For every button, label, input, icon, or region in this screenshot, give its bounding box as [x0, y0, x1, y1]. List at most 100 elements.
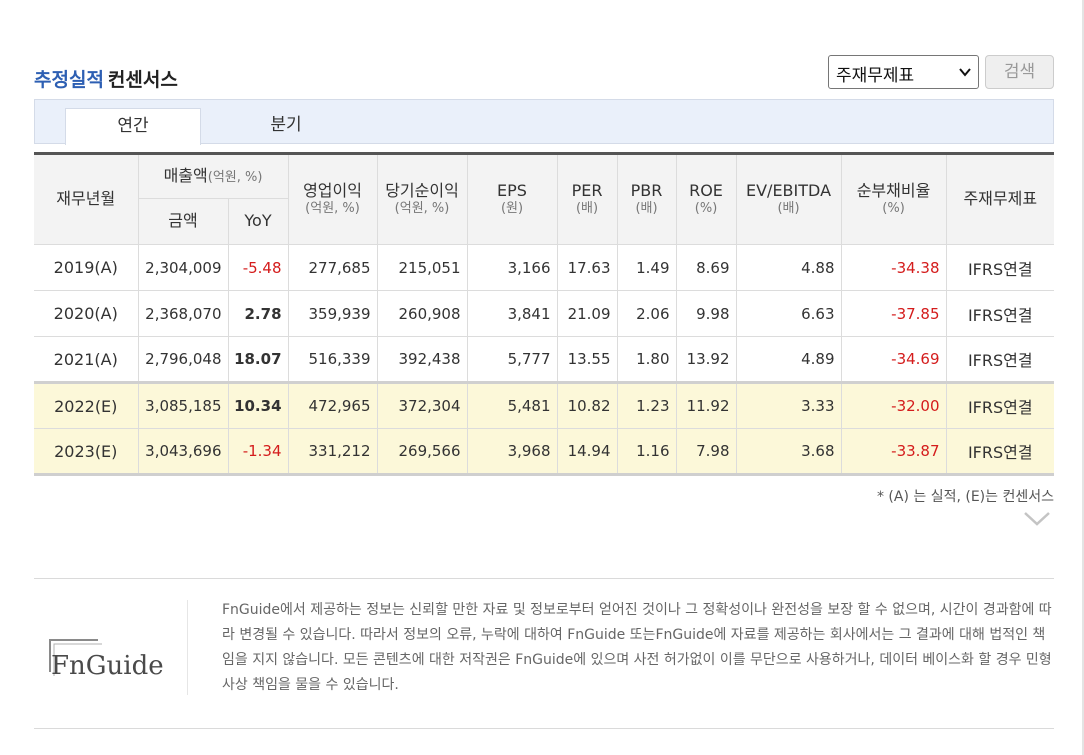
title-highlight: 추정실적	[34, 69, 104, 91]
col-debt-ratio-unit: (%)	[882, 201, 905, 217]
col-pbr-unit: (배)	[635, 201, 658, 217]
statement-type-select[interactable]: 주재무제표	[828, 55, 979, 89]
col-eps: EPS (원)	[466, 153, 558, 245]
cell-yoy: -5.48	[227, 244, 289, 291]
cell-roe: 11.92	[675, 381, 737, 429]
cell-ev: 3.68	[735, 428, 842, 476]
col-per: PER (배)	[556, 153, 618, 245]
col-pbr: PBR (배)	[616, 153, 677, 245]
col-ev-ebitda: EV/EBITDA (배)	[735, 153, 842, 245]
col-net-income-label: 당기순이익	[385, 180, 459, 200]
col-sales: 매출액(억원, %)	[137, 153, 289, 199]
cell-debt: -33.87	[840, 428, 947, 476]
tab-quarterly[interactable]: 분기	[270, 115, 302, 135]
col-ev-ebitda-label: EV/EBITDA	[746, 180, 832, 200]
col-sales-label: 매출액	[163, 166, 208, 186]
section-header: 추정실적 컨센서스 주재무제표 검색	[34, 55, 1054, 91]
col-roe: ROE (%)	[675, 153, 737, 245]
cell-net: 372,304	[376, 381, 468, 429]
cell-roe: 9.98	[675, 290, 737, 337]
cell-op: 331,212	[287, 428, 378, 476]
col-year: 재무년월	[34, 153, 139, 245]
cell-per: 21.09	[556, 290, 618, 337]
title-rest: 컨센서스	[107, 69, 178, 91]
cell-eps: 5,777	[466, 336, 558, 383]
chevron-down-icon[interactable]	[1022, 510, 1052, 528]
cell-yoy: -1.34	[227, 428, 289, 476]
cell-amount: 2,796,048	[137, 336, 229, 383]
cell-op: 516,339	[287, 336, 378, 383]
cell-pbr: 1.23	[616, 381, 677, 429]
table-row: 2021(A) 2,796,048 18.07 516,339 392,438 …	[34, 336, 1055, 383]
col-per-label: PER	[571, 180, 603, 200]
cell-std: IFRS연결	[945, 290, 1055, 337]
footer-divider-bottom	[34, 728, 1054, 729]
cell-op: 359,939	[287, 290, 378, 337]
cell-eps: 3,166	[466, 244, 558, 291]
cell-yoy: 10.34	[227, 381, 289, 429]
cell-net: 392,438	[376, 336, 468, 383]
cell-yoy: 2.78	[227, 290, 289, 337]
cell-std: IFRS연결	[945, 336, 1055, 383]
table-row: 2020(A) 2,368,070 2.78 359,939 260,908 3…	[34, 290, 1055, 337]
col-roe-label: ROE	[689, 180, 723, 200]
col-amount: 금액	[138, 198, 229, 245]
section-title: 추정실적 컨센서스	[34, 65, 178, 92]
cell-eps: 3,968	[466, 428, 558, 476]
cell-eps: 5,481	[466, 381, 558, 429]
cell-roe: 7.98	[675, 428, 737, 476]
cell-pbr: 2.06	[616, 290, 677, 337]
table-row: 2023(E) 3,043,696 -1.34 331,212 269,566 …	[34, 428, 1055, 476]
chevron-down-icon	[959, 68, 971, 77]
col-pbr-label: PBR	[630, 180, 663, 200]
fnguide-logo: FnGuide	[49, 639, 164, 680]
cell-std: IFRS연결	[945, 244, 1055, 291]
col-eps-unit: (원)	[500, 201, 524, 217]
col-per-unit: (배)	[575, 201, 599, 217]
cell-std: IFRS연결	[945, 381, 1055, 429]
cell-pbr: 1.16	[616, 428, 677, 476]
cell-per: 14.94	[556, 428, 618, 476]
cell-pbr: 1.80	[616, 336, 677, 383]
scroll-edge	[1082, 0, 1084, 755]
cell-pbr: 1.49	[616, 244, 677, 291]
cell-amount: 3,085,185	[137, 381, 229, 429]
cell-debt: -32.00	[840, 381, 947, 429]
cell-op: 472,965	[287, 381, 378, 429]
col-op-income-unit: (억원, %)	[305, 201, 360, 217]
cell-net: 260,908	[376, 290, 468, 337]
cell-year: 2020(A)	[34, 290, 139, 337]
cell-debt: -34.38	[840, 244, 947, 291]
col-ev-ebitda-unit: (배)	[777, 201, 800, 217]
header-row: 재무년월 매출액(억원, %) 영업이익 (억원, %) 당기순이익 (억원, %)…	[34, 153, 1055, 245]
cell-ev: 4.89	[735, 336, 842, 383]
disclaimer-text: FnGuide에서 제공하는 정보는 신뢰할 만한 자료 및 정보로부터 얻어진…	[222, 602, 1052, 693]
col-net-income-unit: (억원, %)	[394, 201, 450, 217]
cell-std: IFRS연결	[945, 428, 1055, 476]
col-net-income: 당기순이익 (억원, %)	[376, 153, 468, 245]
cell-yoy: 18.07	[227, 336, 289, 383]
cell-net: 215,051	[376, 244, 468, 291]
cell-year: 2019(A)	[34, 244, 139, 291]
tab-annual[interactable]: 연간	[65, 108, 201, 145]
col-roe-unit: (%)	[694, 201, 718, 217]
cell-debt: -37.85	[840, 290, 947, 337]
cell-per: 13.55	[556, 336, 618, 383]
cell-ev: 3.33	[735, 381, 842, 429]
col-debt-ratio: 순부채비율 (%)	[840, 153, 947, 245]
footer-divider-top	[34, 578, 1054, 579]
cell-roe: 13.92	[675, 336, 737, 383]
cell-net: 269,566	[376, 428, 468, 476]
cell-amount: 3,043,696	[137, 428, 229, 476]
legend-note: * (A) 는 실적, (E)는 컨센서스	[876, 489, 1054, 505]
cell-year: 2023(E)	[34, 428, 139, 476]
table-row: 2019(A) 2,304,009 -5.48 277,685 215,051 …	[34, 244, 1055, 291]
col-sales-unit: (억원, %)	[207, 170, 263, 186]
search-button[interactable]: 검색	[985, 55, 1054, 89]
cell-amount: 2,304,009	[137, 244, 229, 291]
subheader-row: 금액 YoY	[34, 198, 1054, 245]
cell-ev: 4.88	[735, 244, 842, 291]
col-op-income-label: 영업이익	[303, 180, 362, 200]
period-tabs: 연간 분기	[34, 99, 1054, 145]
cell-ev: 6.63	[735, 290, 842, 337]
